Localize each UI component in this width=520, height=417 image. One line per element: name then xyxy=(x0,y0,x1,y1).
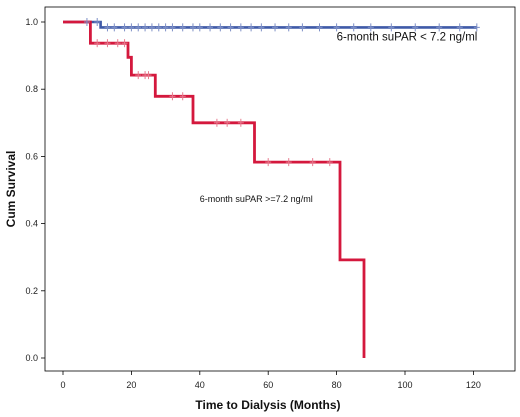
censor-mark xyxy=(111,23,118,32)
x-tick-label: 20 xyxy=(126,380,136,390)
censor-mark xyxy=(237,118,244,127)
censor-mark xyxy=(213,118,220,127)
censor-mark xyxy=(285,158,292,167)
censor-mark xyxy=(237,23,244,32)
plot-frame xyxy=(44,6,516,372)
annotation-high-supar: 6-month suPAR >=7.2 ng/ml xyxy=(200,194,313,204)
censor-mark xyxy=(189,23,196,32)
censor-mark xyxy=(121,39,128,48)
x-tick-label: 80 xyxy=(332,380,342,390)
censor-mark xyxy=(248,23,255,32)
censor-marks xyxy=(83,18,480,167)
y-tick-label: 0.6 xyxy=(25,151,38,161)
censor-mark xyxy=(473,23,480,32)
censor-mark xyxy=(94,18,101,26)
x-axis-title: Time to Dialysis (Months) xyxy=(195,398,340,412)
censor-mark xyxy=(227,23,234,32)
censor-mark xyxy=(148,23,155,32)
censor-mark xyxy=(162,23,169,32)
x-tick-label: 60 xyxy=(263,380,273,390)
censor-mark xyxy=(436,23,443,32)
censor-mark xyxy=(258,23,265,32)
censor-mark xyxy=(128,23,135,32)
annotation-low-supar: 6-month suPAR < 7.2 ng/ml xyxy=(337,31,478,43)
y-tick-label: 0.0 xyxy=(25,353,38,363)
censor-mark xyxy=(326,158,333,167)
y-tick-label: 0.2 xyxy=(25,286,38,296)
censor-mark xyxy=(367,23,374,32)
censor-mark xyxy=(316,23,323,32)
censor-mark xyxy=(121,23,128,32)
x-axis-ticks: 0 20 40 60 80 100 120 xyxy=(60,371,481,390)
censor-mark xyxy=(114,39,121,48)
censor-mark xyxy=(135,23,142,32)
y-tick-label: 0.8 xyxy=(25,84,38,94)
censor-mark xyxy=(265,158,272,167)
censor-mark xyxy=(196,23,203,32)
y-tick-label: 0.4 xyxy=(25,219,38,229)
x-tick-label: 40 xyxy=(195,380,205,390)
censor-mark xyxy=(309,158,316,167)
censor-mark xyxy=(285,23,292,32)
censor-mark xyxy=(104,39,111,48)
censor-mark xyxy=(217,23,224,32)
censor-mark xyxy=(135,71,142,80)
censor-mark xyxy=(456,23,463,32)
censor-mark xyxy=(272,23,279,32)
x-tick-label: 100 xyxy=(397,380,412,390)
censor-mark xyxy=(333,23,340,32)
censor-mark xyxy=(145,71,152,80)
plot-area: 0 20 40 60 80 100 120 0.0 0.2 0.4 0.6 0.8 1.0 xyxy=(25,6,516,390)
censor-mark xyxy=(104,23,111,32)
y-axis-title: Cum Survival xyxy=(4,151,18,228)
y-tick-label: 1.0 xyxy=(25,17,38,27)
censor-mark xyxy=(155,23,162,32)
censor-mark xyxy=(350,23,357,32)
y-axis-ticks: 0.0 0.2 0.4 0.6 0.8 1.0 xyxy=(25,17,45,363)
x-tick-label: 0 xyxy=(60,380,65,390)
censor-mark xyxy=(388,23,395,32)
censor-mark xyxy=(412,23,419,32)
censor-mark xyxy=(179,23,186,32)
censor-mark xyxy=(142,23,149,32)
censor-mark xyxy=(224,118,231,127)
censor-mark xyxy=(83,18,90,26)
censor-mark xyxy=(169,23,176,32)
censor-mark xyxy=(207,23,214,32)
censor-mark xyxy=(179,92,186,101)
censor-mark xyxy=(169,92,176,101)
x-tick-label: 120 xyxy=(466,380,481,390)
censor-mark xyxy=(299,23,306,32)
censor-mark xyxy=(94,39,101,48)
